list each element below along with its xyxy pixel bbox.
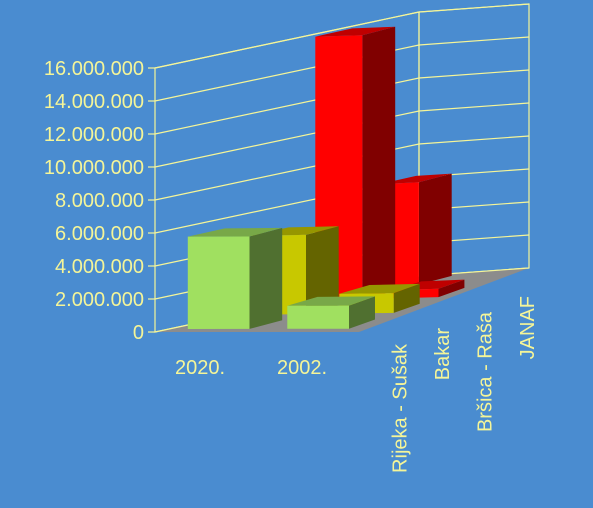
y-tick-label: 8.000.000 xyxy=(55,190,144,212)
gridline xyxy=(154,3,530,69)
depth-tick-label: Rijeka - Sušak xyxy=(389,343,411,473)
bars-group xyxy=(187,26,465,329)
bar xyxy=(379,173,452,287)
y-tick-label: 4.000.000 xyxy=(55,256,144,278)
bar-top xyxy=(287,296,375,306)
bar-top xyxy=(187,227,283,237)
bar-side xyxy=(438,279,465,298)
y-tick-label: 2.000.000 xyxy=(55,289,144,311)
bar-top xyxy=(315,26,396,37)
bar-side xyxy=(418,173,452,285)
y-tick-label: 10.000.000 xyxy=(44,157,144,179)
x-tick-label: 2020. xyxy=(175,357,225,379)
bar xyxy=(287,296,375,329)
y-tick-label: 0 xyxy=(133,322,144,344)
gridline xyxy=(154,135,530,201)
bar-top xyxy=(339,283,420,294)
gridline xyxy=(154,102,530,168)
y-axis-labels: 0 2.000.000 4.000.000 6.000.000 8.000.000 10.… xyxy=(44,58,155,344)
x-axis-labels: 2020. 2002. xyxy=(175,357,327,379)
bar-side xyxy=(393,283,420,313)
bar-side xyxy=(349,296,375,329)
bar-side xyxy=(362,26,396,300)
x-tick-label: 2002. xyxy=(277,357,327,379)
y-tick-label: 14.000.000 xyxy=(44,91,144,113)
bar xyxy=(187,227,283,329)
bar-side xyxy=(249,227,283,329)
depth-axis-labels: Rijeka - Sušak Bakar Bršica - Raša JANAF xyxy=(389,296,539,473)
depth-tick-label: Bršica - Raša xyxy=(474,311,496,432)
depth-tick-label: Bakar xyxy=(432,328,454,381)
depth-tick-label: JANAF xyxy=(517,296,539,359)
y-tick-label: 6.000.000 xyxy=(55,223,144,245)
bar-front xyxy=(287,305,349,329)
bar-side xyxy=(306,226,339,315)
bar-top xyxy=(379,173,452,185)
gridline xyxy=(154,69,530,135)
y-tick-label: 12.000.000 xyxy=(44,124,144,146)
bar-front xyxy=(187,236,250,329)
gridline xyxy=(154,36,530,102)
y-tick-label: 16.000.000 xyxy=(44,58,144,80)
